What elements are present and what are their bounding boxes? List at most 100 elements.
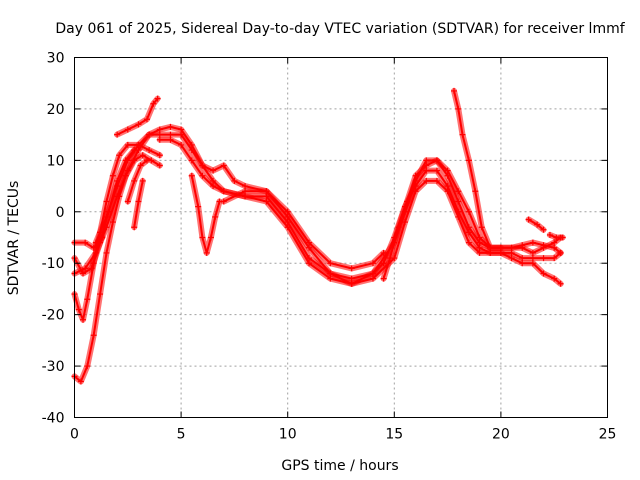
data-point <box>84 363 91 370</box>
data-point <box>497 244 504 251</box>
data-point <box>178 126 185 133</box>
grid <box>74 57 608 418</box>
y-tick-label: 10 <box>47 153 65 169</box>
data-point <box>203 249 210 256</box>
data-point <box>508 244 515 251</box>
data-point <box>156 136 163 143</box>
data-point <box>188 147 195 154</box>
data-point <box>82 265 89 272</box>
y-tick-label: 20 <box>47 102 65 118</box>
x-tick-label: 5 <box>177 427 186 443</box>
data-point <box>465 239 472 246</box>
data-point <box>455 188 462 195</box>
x-tick-label: 25 <box>599 427 617 443</box>
data-point <box>487 244 494 251</box>
data-point <box>497 249 504 256</box>
data-point <box>551 255 558 262</box>
data-point <box>156 126 163 133</box>
data-point <box>82 239 89 246</box>
y-tick-label: -30 <box>42 359 65 375</box>
y-tick-label: -10 <box>42 256 65 272</box>
data-point <box>476 249 483 256</box>
data-point <box>476 234 483 241</box>
data-point <box>529 239 536 246</box>
data-point <box>77 378 84 385</box>
data-point <box>423 177 430 184</box>
data-point <box>306 239 313 246</box>
data-point <box>207 234 214 241</box>
data-point <box>135 121 142 128</box>
data-point <box>199 162 206 169</box>
data-point <box>557 280 564 287</box>
data-point <box>139 177 146 184</box>
data-point <box>92 249 99 256</box>
data-point <box>199 234 206 241</box>
y-tick-label: -40 <box>42 411 65 427</box>
data-point <box>306 260 313 267</box>
data-point <box>263 188 270 195</box>
data-point <box>90 332 97 339</box>
series-layer <box>71 87 566 385</box>
data-point <box>551 244 558 251</box>
data-point <box>369 275 376 282</box>
data-point <box>487 249 494 256</box>
data-point <box>455 105 462 112</box>
data-point <box>167 136 174 143</box>
data-point <box>348 265 355 272</box>
data-point <box>178 141 185 148</box>
data-point <box>114 131 121 138</box>
data-point <box>116 152 123 159</box>
data-point <box>472 188 479 195</box>
data-point <box>327 260 334 267</box>
data-point <box>139 152 146 159</box>
x-axis-label: GPS time / hours <box>281 458 398 474</box>
data-point <box>551 275 558 282</box>
x-tick-label: 20 <box>492 427 510 443</box>
data-point <box>395 224 402 231</box>
data-point <box>263 198 270 205</box>
data-point <box>423 162 430 169</box>
data-point <box>210 183 217 190</box>
data-point <box>455 213 462 220</box>
y-tick-label: 30 <box>47 51 65 67</box>
data-point <box>156 131 163 138</box>
data-point <box>540 242 547 249</box>
data-point <box>478 224 485 231</box>
data-point <box>459 131 466 138</box>
data-point <box>195 203 202 210</box>
data-point <box>167 123 174 130</box>
data-point <box>114 183 121 190</box>
series-line-track-f <box>126 159 148 203</box>
data-point <box>546 231 553 238</box>
data-point <box>210 167 217 174</box>
data-point <box>508 249 515 256</box>
data-point <box>519 242 526 249</box>
x-tick-label: 15 <box>385 427 403 443</box>
data-point <box>199 172 206 179</box>
data-point <box>156 162 163 169</box>
data-point <box>146 131 153 138</box>
data-point <box>380 275 387 282</box>
data-point <box>525 216 532 223</box>
data-point <box>404 198 411 205</box>
data-point <box>284 224 291 231</box>
data-point <box>557 249 564 256</box>
axis-ticks: 0 5 10 15 20 25 -40 -30 -20 -10 0 10 20 30 <box>42 51 617 443</box>
data-point <box>124 198 131 205</box>
data-point <box>465 157 472 164</box>
data-point <box>433 157 440 164</box>
y-axis-label: SDTVAR / TECUs <box>6 181 22 296</box>
data-point <box>220 188 227 195</box>
data-point <box>156 152 163 159</box>
data-point <box>188 172 195 179</box>
data-point <box>220 162 227 169</box>
data-point <box>529 260 536 267</box>
data-point <box>534 221 541 228</box>
data-point <box>75 306 82 313</box>
data-point <box>124 126 131 133</box>
data-point <box>135 198 142 205</box>
data-point <box>109 172 116 179</box>
plot-frame <box>74 57 608 418</box>
data-point <box>178 131 185 138</box>
